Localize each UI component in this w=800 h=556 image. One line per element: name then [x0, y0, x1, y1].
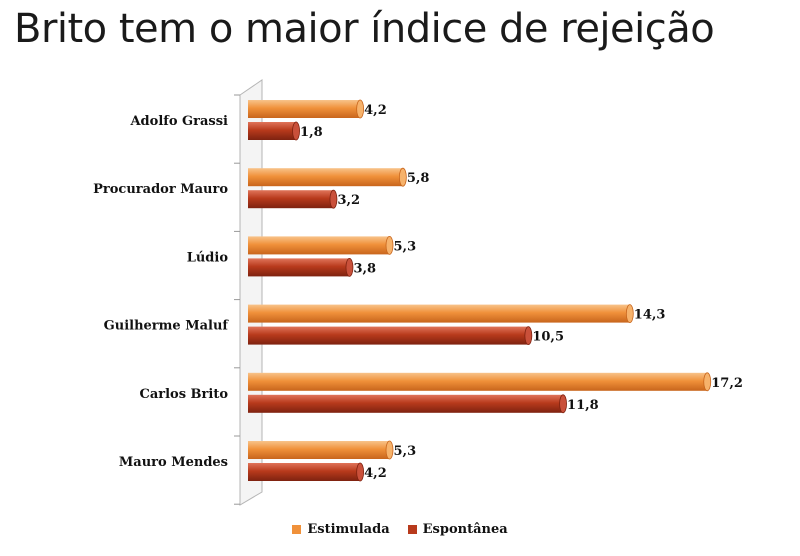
bar-cap-espontanea-mauro-mendes	[356, 462, 365, 482]
bar-cap-estimulada-guilherme-maluf	[625, 304, 634, 324]
value-label-espontanea-ludio: 3,8	[353, 261, 376, 276]
bar-chart: Adolfo Grassi 4,2 1,8 Procurador Mauro 5,8 3,…	[93, 79, 743, 506]
value-label-estimulada-procurador-mauro: 5,8	[407, 171, 430, 186]
category-label-ludio: Lúdio	[187, 250, 229, 265]
value-label-estimulada-carlos-brito: 17,2	[711, 376, 743, 391]
value-label-estimulada-adolfo-grassi: 4,2	[364, 103, 387, 118]
legend-swatch-espontanea	[407, 525, 417, 534]
value-label-espontanea-carlos-brito: 11,8	[567, 398, 599, 413]
legend-item-estimulada: Estimulada	[292, 522, 390, 537]
bar-cap-estimulada-mauro-mendes	[385, 440, 394, 460]
legend-label-estimulada: Estimulada	[307, 522, 390, 537]
legend: Estimulada Espontânea	[0, 522, 800, 537]
bar-estimulada-ludio	[248, 236, 390, 255]
bar-espontanea-mauro-mendes	[248, 463, 361, 481]
value-label-espontanea-procurador-mauro: 3,2	[337, 193, 360, 208]
bar-estimulada-mauro-mendes	[248, 441, 390, 459]
legend-swatch-estimulada	[292, 525, 302, 534]
value-label-estimulada-ludio: 5,3	[394, 239, 417, 254]
chart-title: Brito tem o maior índice de rejeição	[14, 6, 715, 52]
value-label-estimulada-guilherme-maluf: 14,3	[634, 308, 666, 323]
value-label-espontanea-mauro-mendes: 4,2	[364, 466, 387, 481]
value-label-estimulada-mauro-mendes: 5,3	[394, 444, 417, 459]
bar-espontanea-procurador-mauro	[248, 190, 334, 209]
bar-cap-estimulada-ludio	[385, 235, 394, 255]
bar-espontanea-adolfo-grassi	[248, 122, 297, 140]
bar-estimulada-adolfo-grassi	[248, 100, 361, 118]
bar-cap-espontanea-carlos-brito	[559, 394, 567, 414]
bar-estimulada-guilherme-maluf	[248, 304, 630, 323]
bar-estimulada-carlos-brito	[248, 372, 708, 391]
category-label-adolfo-grassi: Adolfo Grassi	[129, 114, 228, 129]
bar-cap-espontanea-procurador-mauro	[329, 189, 338, 209]
bar-cap-espontanea-guilherme-maluf	[524, 326, 533, 346]
bar-cap-espontanea-ludio	[345, 257, 354, 277]
bar-cap-estimulada-adolfo-grassi	[356, 99, 365, 119]
category-label-procurador-mauro: Procurador Mauro	[93, 182, 228, 197]
category-label-carlos-brito: Carlos Brito	[139, 387, 228, 402]
bar-espontanea-ludio	[248, 258, 350, 277]
value-label-espontanea-guilherme-maluf: 10,5	[532, 330, 564, 345]
category-label-mauro-mendes: Mauro Mendes	[119, 455, 228, 470]
bar-cap-estimulada-procurador-mauro	[398, 167, 407, 187]
value-label-espontanea-adolfo-grassi: 1,8	[300, 125, 323, 140]
bar-cap-estimulada-carlos-brito	[703, 372, 712, 392]
bar-espontanea-carlos-brito	[248, 394, 564, 413]
bar-cap-espontanea-adolfo-grassi	[292, 121, 300, 141]
bar-espontanea-guilherme-maluf	[248, 326, 529, 345]
bar-estimulada-procurador-mauro	[248, 168, 403, 187]
legend-label-espontanea: Espontânea	[422, 522, 508, 537]
legend-item-espontanea: Espontânea	[407, 522, 508, 537]
category-label-guilherme-maluf: Guilherme Maluf	[104, 319, 230, 334]
